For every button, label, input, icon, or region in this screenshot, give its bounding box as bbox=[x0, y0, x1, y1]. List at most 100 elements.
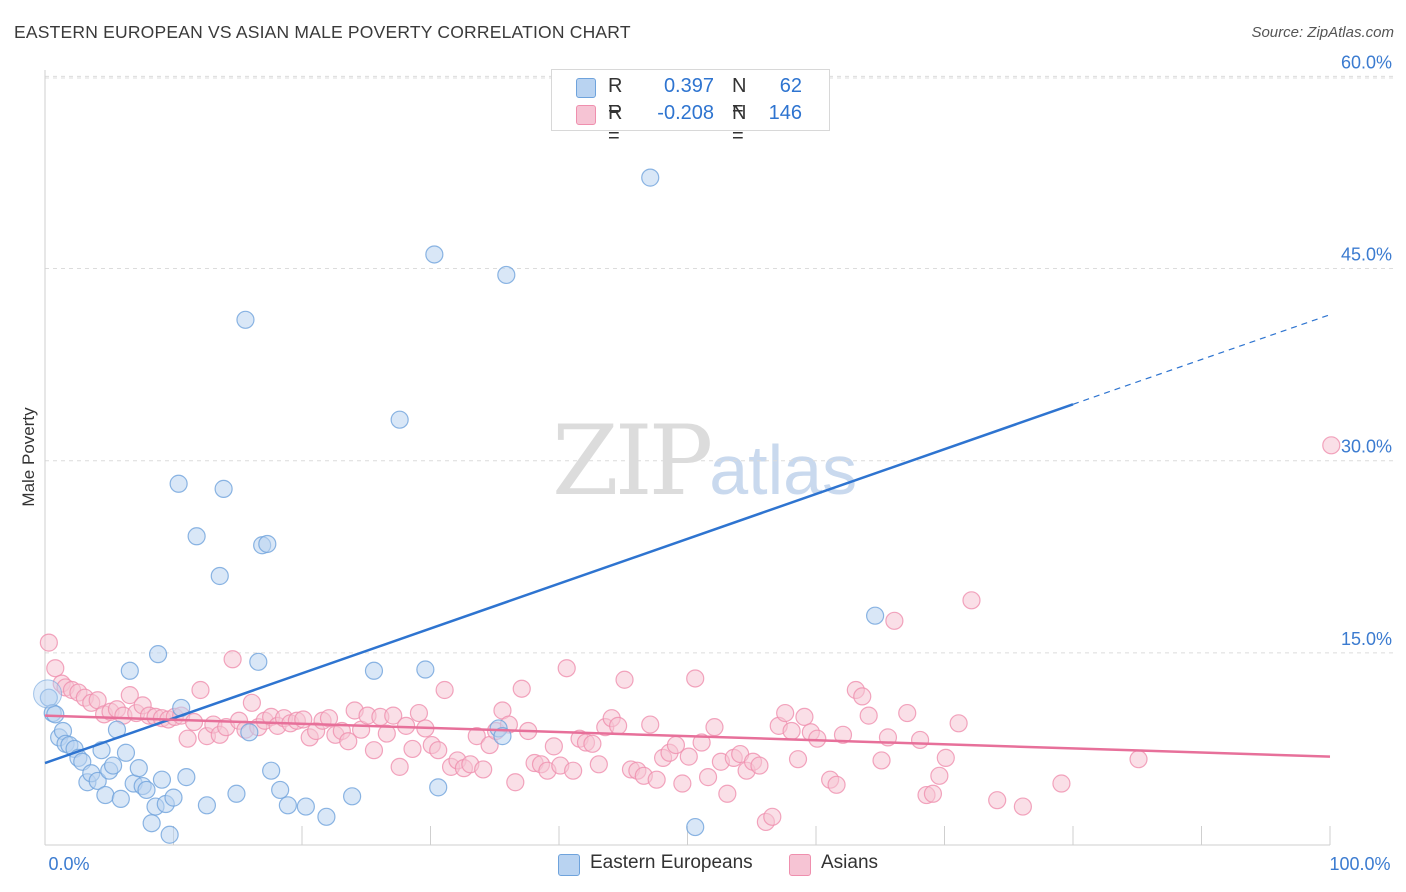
eastern-european-point bbox=[227, 784, 246, 803]
eastern-european-point bbox=[416, 660, 435, 679]
asian-point bbox=[827, 775, 846, 794]
legend-n-value: 146 bbox=[768, 102, 802, 124]
asian-point bbox=[949, 714, 968, 733]
asian-point bbox=[615, 670, 634, 689]
asian-point bbox=[718, 784, 737, 803]
eastern-european-point bbox=[364, 661, 384, 680]
eastern-european-point bbox=[148, 645, 168, 664]
eastern-european-point bbox=[197, 796, 217, 815]
bottom-legend-swatch-pink bbox=[789, 854, 811, 876]
asian-point bbox=[544, 737, 563, 756]
x-tick-label: 100.0% bbox=[1329, 854, 1390, 874]
y-tick-label: 60.0% bbox=[1341, 52, 1392, 72]
eastern-european-point bbox=[214, 479, 233, 498]
eastern-european-point bbox=[142, 814, 161, 833]
legend-n-value: 62 bbox=[779, 75, 802, 97]
eastern-european-point bbox=[493, 727, 512, 746]
eastern-european-point bbox=[390, 410, 409, 429]
asian-point bbox=[339, 732, 358, 751]
asian-point bbox=[808, 729, 827, 748]
eastern-european-point bbox=[160, 825, 179, 844]
eastern-european-point bbox=[116, 743, 136, 762]
asian-point bbox=[409, 703, 429, 723]
eastern-european-point bbox=[271, 780, 290, 800]
eastern-european-point bbox=[177, 768, 196, 787]
eastern-european-point bbox=[258, 534, 277, 554]
asian-point bbox=[647, 770, 666, 789]
legend-n-label: N = bbox=[732, 102, 747, 147]
eastern-european-point bbox=[429, 778, 448, 797]
asian-point bbox=[403, 739, 422, 759]
eastern-european-trendline bbox=[44, 403, 1074, 765]
legend-r-value: 0.397 bbox=[663, 75, 714, 97]
eastern-european-point bbox=[262, 761, 281, 780]
asian-point bbox=[750, 756, 769, 775]
asian-point bbox=[782, 721, 801, 741]
asian-point bbox=[679, 747, 698, 766]
asian-point bbox=[242, 693, 261, 712]
asian-point bbox=[1129, 750, 1148, 769]
source-label: Source: ZipAtlas.com bbox=[1251, 24, 1394, 41]
asian-point bbox=[923, 784, 943, 803]
asian-point bbox=[46, 659, 65, 678]
eastern-european-point bbox=[46, 705, 65, 724]
eastern-european-point bbox=[111, 789, 130, 808]
y-tick-label: 15.0% bbox=[1341, 629, 1392, 649]
asian-point bbox=[885, 611, 904, 630]
eastern-european-point-large bbox=[33, 679, 63, 709]
asian-point bbox=[910, 730, 930, 750]
y-axis-label: Male Poverty bbox=[19, 407, 38, 507]
asian-point bbox=[506, 773, 525, 792]
asian-point bbox=[557, 659, 576, 678]
eastern-european-point bbox=[120, 661, 139, 680]
eastern-european-point bbox=[240, 723, 259, 742]
eastern-european-trendline-extension bbox=[1072, 314, 1331, 405]
asian-point bbox=[898, 703, 917, 723]
asian-point bbox=[1322, 436, 1341, 455]
asian-point bbox=[467, 727, 486, 746]
eastern-european-point bbox=[152, 770, 172, 789]
bottom-legend-label: Asians bbox=[821, 852, 879, 873]
watermark-atlas: atlas bbox=[709, 431, 858, 509]
eastern-european-point bbox=[278, 796, 297, 815]
asian-point bbox=[474, 760, 493, 779]
asian-point bbox=[223, 650, 242, 669]
asian-point bbox=[429, 741, 448, 760]
asian-point bbox=[776, 703, 795, 723]
y-tick-label: 30.0% bbox=[1341, 437, 1392, 457]
asian-point bbox=[1052, 774, 1071, 793]
legend-swatch-blue bbox=[576, 78, 596, 98]
eastern-european-point bbox=[88, 771, 107, 791]
eastern-european-point bbox=[249, 652, 268, 671]
chart-title: EASTERN EUROPEAN VS ASIAN MALE POVERTY C… bbox=[14, 22, 631, 42]
asian-point bbox=[641, 715, 660, 734]
asian-point bbox=[184, 712, 204, 732]
asian-point bbox=[962, 591, 981, 610]
y-tick-label: 45.0% bbox=[1341, 245, 1392, 265]
asian-point bbox=[930, 766, 949, 785]
asian-point bbox=[583, 734, 602, 753]
asian-point bbox=[178, 729, 197, 748]
eastern-european-point bbox=[425, 245, 444, 264]
asian-point bbox=[390, 757, 409, 776]
asian-trendline bbox=[44, 714, 1331, 758]
asian-point bbox=[120, 686, 139, 705]
eastern-european-point bbox=[164, 788, 183, 807]
eastern-european-point bbox=[104, 756, 123, 775]
legend-r-label: R = bbox=[608, 75, 623, 120]
eastern-european-point bbox=[96, 785, 115, 805]
eastern-european-point bbox=[497, 265, 516, 285]
watermark: ZIPatlas bbox=[552, 405, 857, 517]
asian-point bbox=[377, 724, 396, 743]
asian-point bbox=[319, 709, 339, 728]
eastern-european-point bbox=[169, 474, 188, 493]
bottom-legend-swatch-blue bbox=[558, 854, 580, 876]
legend-r-value: -0.208 bbox=[657, 102, 714, 124]
stats-legend: R = 0.397 N = 62 R = -0.208 N = 146 bbox=[551, 69, 830, 147]
eastern-european-point bbox=[343, 787, 362, 806]
eastern-european-point bbox=[187, 527, 206, 546]
eastern-european-point bbox=[137, 780, 156, 800]
asian-point bbox=[698, 768, 718, 787]
asian-point bbox=[609, 716, 628, 735]
